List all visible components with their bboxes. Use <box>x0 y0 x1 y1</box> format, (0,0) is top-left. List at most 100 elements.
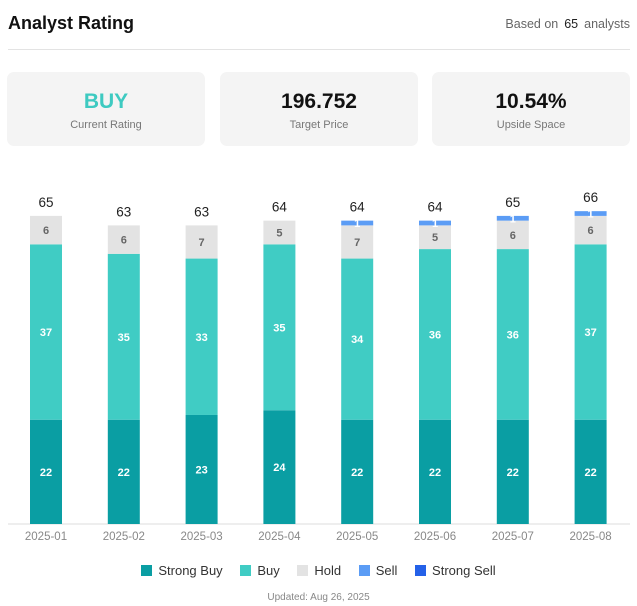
x-tick-label: 2025-02 <box>103 531 145 543</box>
bar-segment-strong_buy <box>185 414 218 524</box>
bar-segment-hold <box>107 225 140 254</box>
upside-space-card: 10.54% Upside Space <box>432 72 630 146</box>
current-rating-value: BUY <box>83 90 129 113</box>
analysts-label: analysts <box>584 17 630 31</box>
x-tick-label: 2025-06 <box>414 531 456 543</box>
bar-value-label: 37 <box>584 327 596 339</box>
bar-value-label: 22 <box>429 467 441 479</box>
bar-segment-hold <box>185 225 218 259</box>
x-tick-label: 2025-01 <box>25 531 67 543</box>
legend-item-sell[interactable]: Sell <box>358 563 398 578</box>
legend-swatch-hold <box>297 565 309 576</box>
bar-segment-strong_buy <box>496 419 529 524</box>
legend-swatch-sell <box>358 565 370 576</box>
summary-cards: BUY Current Rating 196.752 Target Price … <box>7 72 630 146</box>
bar-value-label: 22 <box>40 467 52 479</box>
bar-segment-strong_buy <box>574 419 607 524</box>
legend-label-buy: Buy <box>257 563 280 578</box>
bar-value-label: 5 <box>432 232 438 244</box>
bar-value-label: 24 <box>273 462 286 474</box>
analyst-count: 65 <box>564 17 579 31</box>
bar-value-label: 35 <box>273 322 285 334</box>
bar-value-label: 23 <box>195 464 207 476</box>
bar-segment-strong_buy <box>341 419 374 524</box>
legend-swatch-strong-buy <box>141 565 153 576</box>
updated-timestamp: Updated: Aug 26, 2025 <box>267 592 370 603</box>
bar-segment-buy <box>185 258 218 415</box>
legend-swatch-buy <box>240 565 252 576</box>
bar-total-label: 64 <box>427 200 443 215</box>
bar-value-label: 1 <box>510 213 516 225</box>
bar-value-label: 1 <box>354 218 360 230</box>
target-price-card: 196.752 Target Price <box>220 72 418 146</box>
x-tick-label: 2025-05 <box>336 531 378 543</box>
bar-segment-sell <box>574 211 607 216</box>
legend-item-strong-sell[interactable]: Strong Sell <box>415 563 496 578</box>
target-price-value: 196.752 <box>281 90 357 113</box>
legend-label-sell: Sell <box>375 563 398 578</box>
bar-value-label: 6 <box>588 225 594 237</box>
bar-segment-strong_buy <box>107 419 140 524</box>
bar-value-label: 35 <box>118 332 130 344</box>
bar-value-label: 33 <box>195 332 207 344</box>
bar-total-label: 65 <box>505 195 520 210</box>
rating-bar-chart: 22376652025-0122356632025-0223337632025-… <box>8 190 630 543</box>
bar-segment-strong_buy <box>30 419 62 524</box>
legend-swatch-strong-sell <box>415 565 427 576</box>
upside-space-label: Upside Space <box>496 119 566 131</box>
bar-segment-sell <box>419 220 451 226</box>
bar-value-label: 5 <box>276 227 282 239</box>
bar-value-label: 22 <box>584 467 596 479</box>
legend-item-strong-buy[interactable]: Strong Buy <box>141 563 223 578</box>
bar-value-label: 22 <box>118 467 130 479</box>
bar-value-label: 37 <box>40 327 52 339</box>
bar-value-label: 36 <box>429 329 441 341</box>
bar-value-label: 1 <box>432 218 438 230</box>
page-title: Analyst Rating <box>8 13 135 33</box>
target-price-label: Target Price <box>289 119 349 131</box>
bar-value-label: 22 <box>507 467 519 479</box>
bar-total-label: 64 <box>350 200 366 215</box>
current-rating-card: BUY Current Rating <box>7 72 205 146</box>
x-tick-label: 2025-08 <box>569 531 611 543</box>
legend-item-hold[interactable]: Hold <box>297 563 341 578</box>
bar-segment-hold <box>30 215 62 245</box>
bar-segment-strong_buy <box>419 419 451 524</box>
bar-segment-hold <box>419 225 451 250</box>
bar-total-label: 66 <box>583 190 598 205</box>
legend-label-strong-buy: Strong Buy <box>158 563 223 578</box>
chart-legend: Strong Buy Buy Hold Sell Strong Sell <box>0 563 637 578</box>
bar-value-label: 34 <box>351 334 364 346</box>
x-tick-label: 2025-03 <box>180 531 222 543</box>
bar-value-label: 22 <box>351 467 363 479</box>
analyst-count-text: Based on 65 analysts <box>505 17 630 31</box>
header: Analyst Rating Based on 65 analysts <box>8 10 630 50</box>
legend-item-buy[interactable]: Buy <box>240 563 280 578</box>
bar-segment-buy <box>30 244 62 420</box>
x-tick-label: 2025-07 <box>492 531 534 543</box>
bar-segment-hold <box>341 225 374 259</box>
bar-segment-hold <box>263 220 296 245</box>
current-rating-label: Current Rating <box>70 119 142 131</box>
legend-label-hold: Hold <box>314 563 342 578</box>
bar-value-label: 1 <box>588 209 594 221</box>
bar-value-label: 6 <box>121 235 127 247</box>
bar-segment-buy <box>341 258 374 420</box>
bar-segment-sell <box>496 215 529 221</box>
bar-total-label: 63 <box>194 204 209 219</box>
upside-space-value: 10.54% <box>495 90 567 113</box>
bar-segment-strong_buy <box>263 410 296 524</box>
bar-value-label: 36 <box>507 329 519 341</box>
bar-segment-sell <box>341 220 374 226</box>
legend-label-strong-sell: Strong Sell <box>432 563 496 578</box>
bar-segment-buy <box>263 244 296 411</box>
bar-segment-buy <box>496 249 529 420</box>
bar-segment-buy <box>107 253 140 420</box>
bar-value-label: 7 <box>199 237 205 249</box>
bar-segment-buy <box>574 244 607 420</box>
based-on-label: Based on <box>505 17 559 31</box>
bar-segment-hold <box>574 215 607 245</box>
bar-value-label: 6 <box>43 225 49 237</box>
bar-segment-buy <box>419 249 451 420</box>
x-tick-label: 2025-04 <box>258 531 301 543</box>
